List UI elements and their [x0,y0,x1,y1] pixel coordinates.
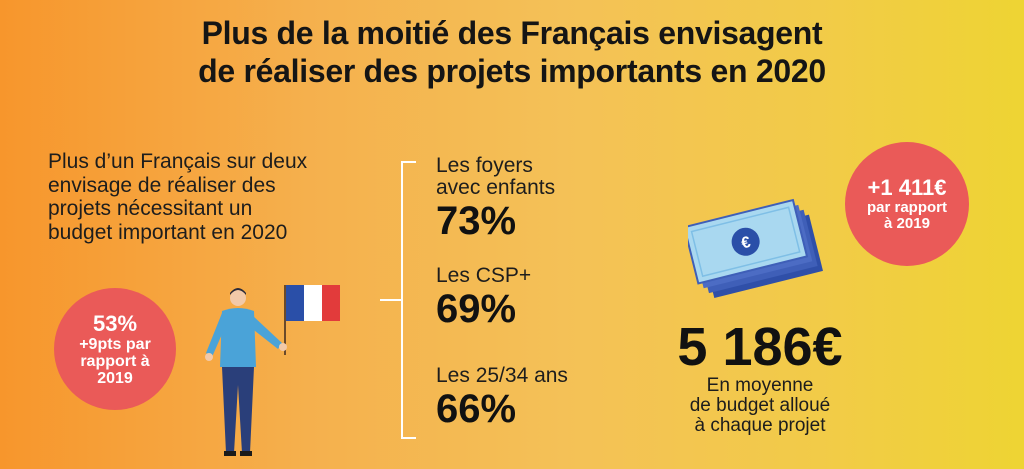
right-badge: +1 411€ par rapport à 2019 [845,142,969,266]
bracket-divider [380,161,416,439]
page-title: Plus de la moitié des Français envisagen… [0,14,1024,90]
person-icon [205,288,287,456]
intro-line-1: Plus d’un Français sur deux [48,150,308,173]
stat-value: 73% [436,199,517,243]
left-badge: 53% +9pts par rapport à 2019 [54,288,176,410]
right-badge-line-1: par rapport [866,199,947,216]
budget-amount: 5 186€ [677,317,843,377]
budget-caption-line-3: à chaque projet [694,415,826,436]
euro-symbol: € [740,234,753,253]
left-badge-line-2: rapport à [80,352,150,370]
intro-text: Plus d’un Français sur deux envisage de … [48,150,388,244]
intro-line-4: budget important en 2020 [48,220,288,244]
intro-line-3: projets nécessitant un [48,197,253,220]
stat-label-line-2: avec enfants [436,176,556,199]
budget-caption-line-2: de budget alloué [689,395,831,416]
stat-value: 69% [436,287,517,331]
stat-csp-plus: Les CSP+ 69% [436,264,532,332]
stat-label: Les CSP+ [436,264,532,287]
left-badge-percent: 53% [92,310,138,336]
flag-pole [284,285,286,355]
left-badge-line-3: 2019 [97,369,133,387]
stat-age-25-34: Les 25/34 ans 66% [436,364,568,432]
stat-label: Les foyers [436,154,533,177]
right-badge-line-2: à 2019 [884,215,930,232]
banknotes-icon: € [688,198,823,298]
stat-label: Les 25/34 ans [436,364,568,387]
left-badge-line-1: +9pts par [79,335,151,353]
budget-caption-line-1: En moyenne [706,375,814,396]
stat-households-with-children: Les foyers avec enfants 73% [436,154,556,244]
french-flag-icon [286,285,340,321]
euro-coin [731,227,760,256]
title-line-1: Plus de la moitié des Français envisagen… [201,15,823,51]
stat-value: 66% [436,387,517,431]
intro-line-2: envisage de réaliser des [48,173,276,197]
budget-caption: En moyenne de budget alloué à chaque pro… [650,376,870,436]
right-badge-amount: +1 411€ [867,175,947,200]
person-with-flag-illustration [205,285,340,456]
title-line-2: de réaliser des projets importants en 20… [198,53,826,89]
